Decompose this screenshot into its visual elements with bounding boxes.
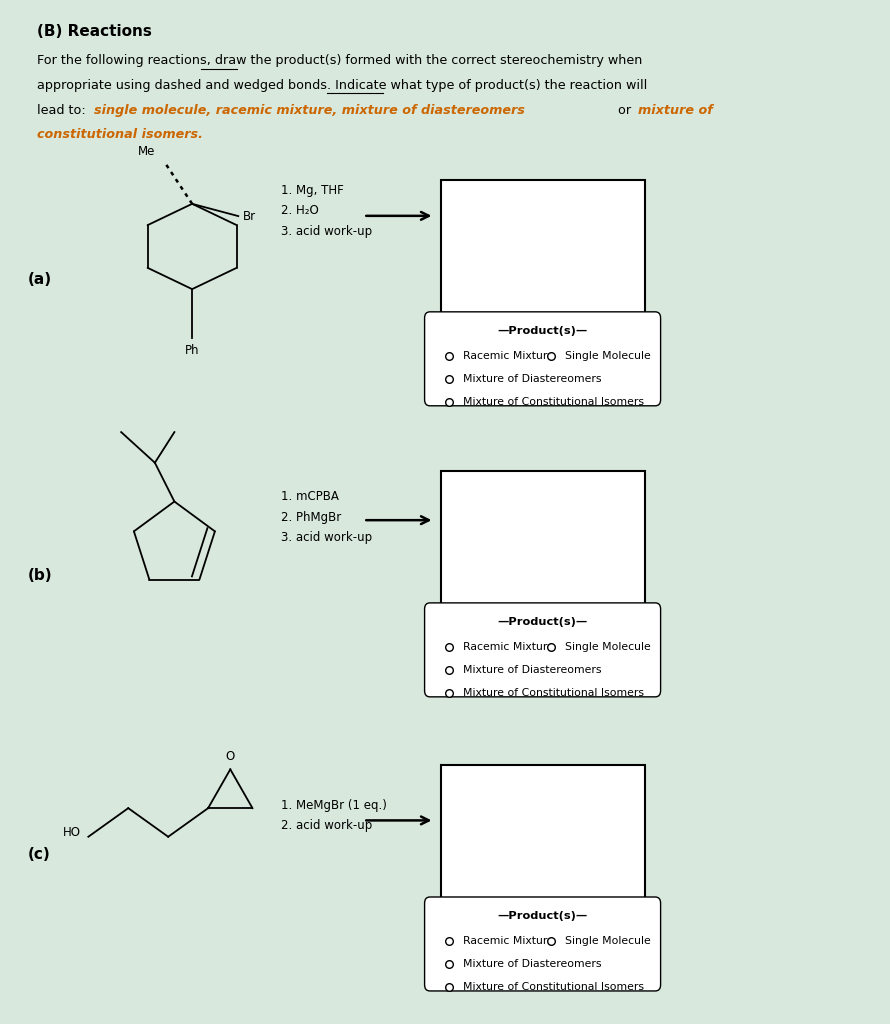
Text: Racemic Mixture: Racemic Mixture	[463, 936, 554, 946]
FancyBboxPatch shape	[425, 312, 660, 406]
Text: Racemic Mixture: Racemic Mixture	[463, 642, 554, 652]
Text: 2. H₂O: 2. H₂O	[281, 204, 319, 217]
Text: Mixture of Constitutional Isomers: Mixture of Constitutional Isomers	[463, 982, 643, 992]
Text: Mixture of Diastereomers: Mixture of Diastereomers	[463, 959, 602, 970]
Text: Single Molecule: Single Molecule	[565, 351, 651, 360]
Text: 1. Mg, THF: 1. Mg, THF	[281, 184, 344, 197]
Text: 2. acid work-up: 2. acid work-up	[281, 819, 372, 833]
FancyBboxPatch shape	[425, 603, 660, 697]
Text: Single Molecule: Single Molecule	[565, 936, 651, 946]
Text: 3. acid work-up: 3. acid work-up	[281, 224, 372, 238]
Text: constitutional isomers.: constitutional isomers.	[36, 128, 203, 141]
Text: Br: Br	[243, 210, 255, 222]
FancyBboxPatch shape	[441, 765, 644, 898]
Text: Racemic Mixture: Racemic Mixture	[463, 351, 554, 360]
FancyBboxPatch shape	[425, 897, 660, 991]
Text: appropriate using dashed and wedged bonds. Indicate what type of product(s) the : appropriate using dashed and wedged bond…	[36, 79, 647, 92]
Text: 3. acid work-up: 3. acid work-up	[281, 531, 372, 544]
Text: —Product(s)—: —Product(s)—	[498, 327, 587, 336]
FancyBboxPatch shape	[441, 471, 644, 604]
Text: Mixture of Diastereomers: Mixture of Diastereomers	[463, 666, 602, 675]
Text: (a): (a)	[28, 271, 53, 287]
Text: 1. mCPBA: 1. mCPBA	[281, 490, 339, 503]
Text: Ph: Ph	[185, 344, 199, 357]
Text: Single Molecule: Single Molecule	[565, 642, 651, 652]
Text: mixture of: mixture of	[638, 103, 713, 117]
Text: lead to:: lead to:	[36, 103, 90, 117]
Text: (c): (c)	[28, 847, 51, 861]
Text: O: O	[226, 751, 235, 763]
Text: HO: HO	[63, 826, 81, 839]
Text: or: or	[613, 103, 635, 117]
FancyBboxPatch shape	[441, 180, 644, 313]
Text: Mixture of Constitutional Isomers: Mixture of Constitutional Isomers	[463, 688, 643, 697]
Text: —Product(s)—: —Product(s)—	[498, 911, 587, 922]
Text: Me: Me	[137, 144, 155, 158]
Text: Mixture of Diastereomers: Mixture of Diastereomers	[463, 374, 602, 384]
Text: (b): (b)	[28, 568, 53, 583]
Text: single molecule, racemic mixture, mixture of diastereomers: single molecule, racemic mixture, mixtur…	[93, 103, 524, 117]
Text: 1. MeMgBr (1 eq.): 1. MeMgBr (1 eq.)	[281, 799, 387, 812]
Text: For the following reactions, draw the product(s) formed with the correct stereoc: For the following reactions, draw the pr…	[36, 54, 643, 68]
Text: 2. PhMgBr: 2. PhMgBr	[281, 511, 341, 523]
Text: —Product(s)—: —Product(s)—	[498, 617, 587, 628]
Text: (B) Reactions: (B) Reactions	[36, 24, 152, 39]
Text: Mixture of Constitutional Isomers: Mixture of Constitutional Isomers	[463, 396, 643, 407]
